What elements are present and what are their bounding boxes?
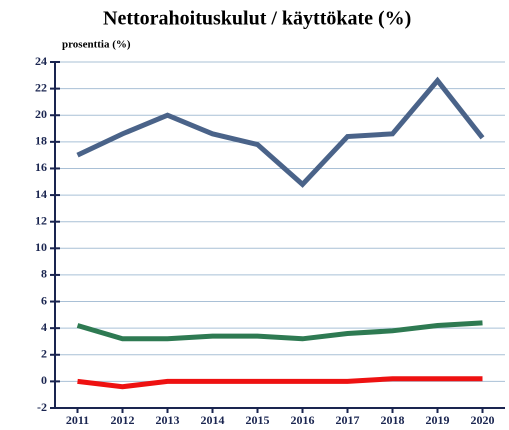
x-tick-label: 2016 (291, 413, 315, 427)
y-tick-label: 12 (35, 213, 47, 227)
x-tick-label: 2014 (201, 413, 225, 427)
y-tick-label: 18 (35, 134, 47, 148)
line-series (77, 376, 483, 390)
y-tick-label: 14 (35, 187, 47, 201)
y-tick-label: 10 (35, 240, 47, 254)
x-tick-label: 2019 (426, 413, 450, 427)
x-tick-label: 2011 (66, 413, 89, 427)
y-tick-label: 8 (41, 267, 47, 281)
x-tick-label: 2012 (111, 413, 135, 427)
y-tick-label: -2 (37, 400, 47, 414)
y-tick-label: 4 (41, 320, 47, 334)
y-tick-label: 22 (35, 80, 47, 94)
y-tick-label: 16 (35, 160, 47, 174)
x-tick-label: 2017 (336, 413, 360, 427)
x-tick-label: 2013 (156, 413, 180, 427)
y-tick-label: 2 (41, 347, 47, 361)
y-tick-label: 6 (41, 293, 47, 307)
x-tick-label: 2018 (381, 413, 405, 427)
y-tick-label: 0 (41, 373, 47, 387)
chart-subtitle: prosenttia (%) (62, 39, 131, 51)
line-series (76, 76, 485, 188)
line-series (76, 320, 483, 342)
chart-title: Nettorahoituskulut / käyttökate (%) (103, 8, 411, 30)
y-tick-label: 24 (35, 54, 47, 68)
x-tick-label: 2015 (246, 413, 270, 427)
y-tick-label: 20 (35, 107, 47, 121)
x-tick-label: 2020 (471, 413, 495, 427)
